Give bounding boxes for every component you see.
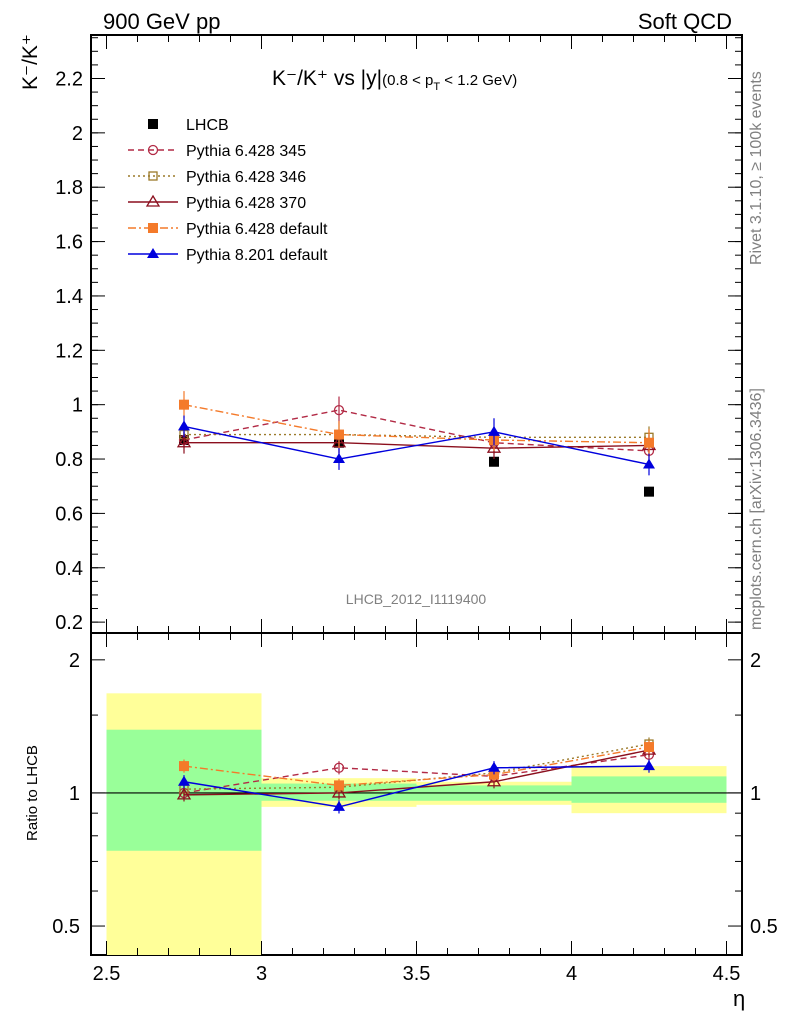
- series-5: [178, 415, 655, 476]
- plot-title-sub-tail: < 1.2 GeV): [440, 72, 517, 89]
- legend-entry-3: Pythia 6.428 370: [128, 194, 306, 212]
- header-right: Soft QCD: [638, 9, 732, 34]
- rivet-label: Rivet 3.1.10, ≥ 100k events: [748, 71, 765, 265]
- data-point-0-2: [489, 456, 499, 467]
- ratio-tick-label-right-2: 2: [750, 650, 761, 672]
- data-point-4-0: [179, 399, 189, 410]
- data-point-1-1: [333, 404, 345, 416]
- y-tick-label-2: 0.6: [55, 503, 83, 525]
- data-point-3-2: [486, 440, 502, 453]
- ratio-tick-label-right-1: 1: [750, 783, 761, 805]
- legend-label-5: Pythia 8.201 default: [186, 247, 328, 264]
- series-line-5: [183, 425, 650, 466]
- ratio-tick-label-left-0: 0.5: [52, 916, 80, 938]
- ratio-series: [176, 737, 657, 814]
- legend-entry-5: Pythia 8.201 default: [128, 247, 328, 264]
- data-point-3-0: [176, 435, 192, 448]
- legend: LHCB Pythia 6.428 345 Pythia 6.428 346 Pyth…: [128, 117, 328, 264]
- legend-marker-5: [147, 248, 159, 258]
- y-tick-label-7: 1.6: [55, 232, 83, 254]
- header-left: 900 GeV pp: [103, 9, 220, 34]
- series-0: [179, 435, 654, 497]
- legend-label-4: Pythia 6.428 default: [186, 221, 328, 238]
- x-axis-label: η: [733, 986, 745, 1011]
- legend-label-0: LHCB: [186, 117, 229, 134]
- x-tick-label-3: 4: [566, 963, 577, 985]
- data-point-4-3: [644, 437, 654, 448]
- ratio-point-3-0: [179, 761, 189, 772]
- ratio-point-4-1: [333, 800, 345, 811]
- legend-label-1: Pythia 6.428 345: [186, 143, 306, 160]
- legend-marker-4: [148, 223, 158, 233]
- ratio-point-3-3: [644, 742, 654, 753]
- legend-marker-0: [148, 119, 158, 129]
- ratio-line-4: [183, 765, 650, 808]
- legend-entry-2: Pythia 6.428 346: [128, 169, 306, 186]
- legend-entry-4: Pythia 6.428 default: [128, 221, 328, 238]
- ratio-point-0-1: [333, 762, 345, 773]
- plot-title-sub-sub: T: [433, 81, 440, 93]
- ratio-point-4-0: [178, 775, 190, 786]
- legend-marker-2: [148, 171, 158, 181]
- data-point-5-1: [333, 453, 345, 464]
- main-series: [176, 391, 657, 497]
- data-point-4-1: [334, 429, 344, 440]
- x-tick-label-0: 2.5: [93, 963, 121, 985]
- y-tick-label-5: 1.2: [55, 340, 83, 362]
- y-tick-label-6: 1.4: [55, 286, 83, 308]
- ratio-tick-label-left-2: 2: [69, 650, 80, 672]
- plot-title-sub: (0.8 < p: [382, 72, 433, 89]
- legend-marker-3: [145, 194, 161, 207]
- legend-label-3: Pythia 6.428 370: [186, 195, 306, 212]
- data-point-5-0: [178, 420, 190, 431]
- ratio-point-2-1: [331, 785, 347, 798]
- plot-title-main: K⁻/K⁺ vs |y|: [272, 67, 382, 90]
- plot-title: K⁻/K⁺ vs |y|(0.8 < pT < 1.2 GeV): [272, 67, 517, 93]
- x-tick-label-4: 4.5: [713, 963, 741, 985]
- ratio-point-3-1: [334, 780, 344, 791]
- ratio-tick-label-right-0: 0.5: [750, 916, 778, 938]
- y-tick-label-3: 0.8: [55, 449, 83, 471]
- ratio-point-4-2: [488, 761, 500, 772]
- ratio-tick-label-left-1: 1: [69, 783, 80, 805]
- data-point-0-3: [644, 486, 654, 497]
- ratio-point-2-0: [176, 787, 192, 800]
- ratio-point-3-2: [489, 769, 499, 780]
- series-line-4: [183, 403, 650, 444]
- y-axis-label: K⁻/K⁺: [19, 34, 42, 90]
- data-point-5-2: [488, 425, 500, 436]
- series-1: [178, 396, 655, 462]
- legend-marker-1: [147, 144, 159, 156]
- series-2: [179, 423, 654, 449]
- mcplots-label: mcplots.cern.ch [arXiv:1306.3436]: [748, 388, 765, 630]
- ratio-point-4-3: [643, 760, 655, 771]
- x-tick-label-2: 3.5: [403, 963, 431, 985]
- y-tick-label-9: 2: [72, 123, 83, 145]
- ratio-line-3: [183, 746, 650, 787]
- y-tick-label-0: 0.2: [55, 612, 83, 634]
- legend-entry-0: LHCB: [148, 117, 229, 134]
- ratio-series-4: [178, 759, 655, 814]
- x-tick-label-1: 3: [256, 963, 267, 985]
- ratio-point-2-2: [486, 774, 502, 787]
- analysis-watermark: LHCB_2012_I1119400: [346, 591, 487, 607]
- ratio-bands: [91, 693, 742, 955]
- ratio-axis-label: Ratio to LHCB: [24, 745, 41, 841]
- legend-entry-1: Pythia 6.428 345: [128, 143, 306, 160]
- y-tick-label-4: 1: [72, 395, 83, 417]
- legend-label-2: Pythia 6.428 346: [186, 169, 306, 186]
- data-point-5-3: [643, 458, 655, 469]
- axis-ticks: 2.5 3 3.5 4 4.5 0.2 0.4 0.6 0.8 1 1.2 1.4 1.6 1.8 2 2.2…: [52, 35, 778, 985]
- y-tick-label-10: 2.2: [55, 68, 83, 90]
- y-tick-label-1: 0.4: [55, 558, 83, 580]
- band-green-3: [571, 776, 727, 803]
- y-tick-label-8: 1.8: [55, 177, 83, 199]
